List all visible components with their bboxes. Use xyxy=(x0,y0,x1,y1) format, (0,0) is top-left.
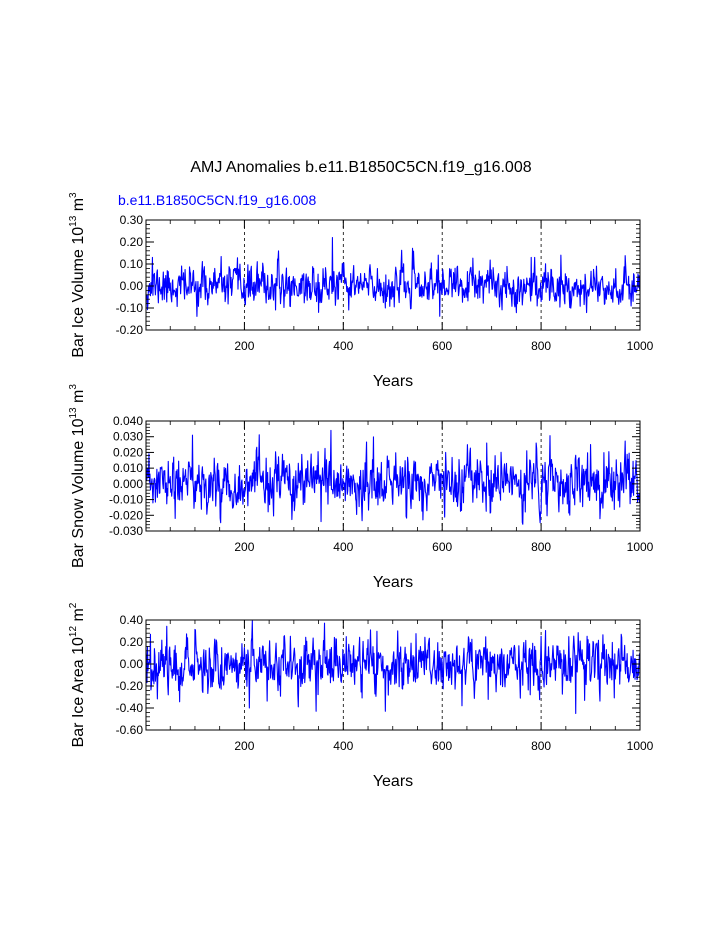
ice-volume-y-tick-label-1: -0.10 xyxy=(116,301,144,315)
snow-volume-y-tick-label-5: 0.020 xyxy=(113,445,143,459)
ice-volume-series-line xyxy=(146,237,640,317)
snow-volume-x-axis-label: Years xyxy=(373,574,413,591)
snow-volume-series-line xyxy=(146,429,640,525)
ice-area-y-tick-label-0: -0.60 xyxy=(116,723,144,737)
ice-area-y-tick-label-2: -0.20 xyxy=(116,679,144,693)
ice-volume-x-axis-label: Years xyxy=(373,373,413,390)
snow-volume-x-tick-label-2: 600 xyxy=(432,540,452,554)
ice-area-series-line xyxy=(146,620,640,715)
ice-area-x-tick-label-1: 400 xyxy=(333,739,353,753)
case-label: b.e11.B1850C5CN.f19_g16.008 xyxy=(118,192,316,208)
ice-volume-x-tick-label-0: 200 xyxy=(234,339,254,353)
ice-volume-y-label-name: Bar Ice Volume 10 xyxy=(70,227,87,358)
snow-volume-y-label-unit-exp: 3 xyxy=(68,384,79,390)
ice-volume-x-tick-label-4: 1000 xyxy=(627,339,654,353)
ice-area-x-tick-label-2: 600 xyxy=(432,739,452,753)
ice-volume-y-tick-label-0: -0.20 xyxy=(116,323,144,337)
snow-volume-y-tick-label-0: -0.030 xyxy=(109,524,143,538)
ice-area-x-tick-label-3: 800 xyxy=(531,739,551,753)
ice-area-y-label-unit-exp: 2 xyxy=(68,602,79,608)
snow-volume-x-tick-label-1: 400 xyxy=(333,540,353,554)
figure-title: AMJ Anomalies b.e11.B1850C5CN.f19_g16.00… xyxy=(190,159,531,176)
snow-volume-y-axis-label: Bar Snow Volume 1013 m3 xyxy=(68,384,87,568)
panel-snow-volume: 200 400 600 800 1000 -0.030 -0.020-0.010 0.000 0… xyxy=(68,384,654,591)
ice-volume-y-label-exp: 13 xyxy=(68,215,79,227)
ice-area-x-axis-label: Years xyxy=(373,773,413,790)
ice-volume-x-tick-label-3: 800 xyxy=(531,339,551,353)
snow-volume-y-label-exp: 13 xyxy=(68,407,79,419)
ice-volume-y-tick-label-3: 0.10 xyxy=(120,257,144,271)
ice-area-y-label-name: Bar Ice Area 10 xyxy=(70,637,87,747)
ice-volume-y-label-unit: m xyxy=(70,198,87,216)
ice-volume-y-axis-label: Bar Ice Volume 1013 m3 xyxy=(68,192,87,358)
panel-ice-volume: 200 400 600 800 1000 -0.20 -0.10 0.00 0.10 0.20 0.… xyxy=(68,192,654,390)
snow-volume-y-tick-label-1: -0.020 xyxy=(109,508,143,522)
panel-ice-area: 200 400 600 800 1000 -0.60 -0.40 -0.20 0.00 0.20 0… xyxy=(68,602,654,790)
ice-volume-x-tick-label-2: 600 xyxy=(432,339,452,353)
snow-volume-y-tick-label-3: 0.000 xyxy=(113,477,143,491)
ice-area-x-tick-label-4: 1000 xyxy=(627,739,654,753)
ice-volume-y-label-unit-exp: 3 xyxy=(68,192,79,198)
snow-volume-x-tick-label-0: 200 xyxy=(234,540,254,554)
snow-volume-x-tick-label-3: 800 xyxy=(531,540,551,554)
snow-volume-y-label-unit: m xyxy=(70,390,87,408)
snow-volume-y-tick-label-2: -0.010 xyxy=(109,493,143,507)
ice-area-y-axis-label: Bar Ice Area 1012 m2 xyxy=(68,602,87,747)
snow-volume-y-label-name: Bar Snow Volume 10 xyxy=(70,418,87,568)
snow-volume-y-tick-label-4: 0.010 xyxy=(113,461,143,475)
ice-area-x-tick-label-0: 200 xyxy=(234,739,254,753)
ice-volume-y-tick-label-2: 0.00 xyxy=(120,279,144,293)
ice-area-y-tick-label-4: 0.20 xyxy=(120,635,144,649)
ice-volume-y-tick-label-5: 0.30 xyxy=(120,213,144,227)
snow-volume-x-tick-label-4: 1000 xyxy=(627,540,654,554)
snow-volume-y-tick-label-7: 0.040 xyxy=(113,414,143,428)
ice-area-y-tick-label-3: 0.00 xyxy=(120,657,144,671)
ice-volume-x-tick-label-1: 400 xyxy=(333,339,353,353)
ice-area-y-tick-label-1: -0.40 xyxy=(116,701,144,715)
snow-volume-y-tick-label-6: 0.030 xyxy=(113,430,143,444)
ice-area-y-label-exp: 12 xyxy=(68,626,79,638)
ice-volume-y-tick-label-4: 0.20 xyxy=(120,235,144,249)
ice-area-y-label-unit: m xyxy=(70,608,87,626)
ice-area-y-tick-label-5: 0.40 xyxy=(120,613,144,627)
